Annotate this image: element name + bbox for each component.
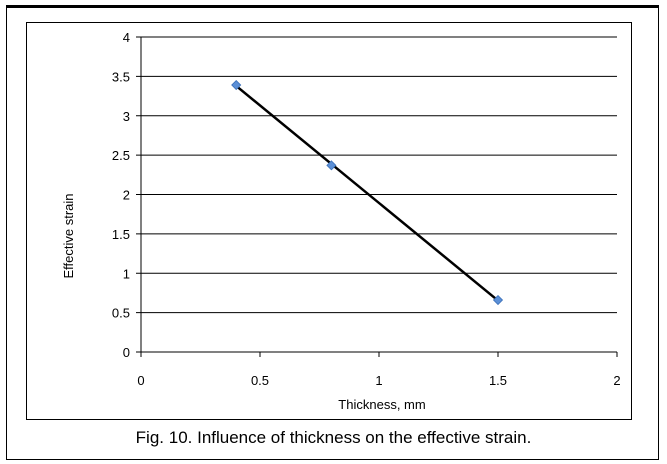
x-tick-label: 2 xyxy=(613,373,620,388)
y-tick-label: 3 xyxy=(123,109,130,124)
data-point xyxy=(492,294,504,306)
y-tick-label: 0.5 xyxy=(112,306,130,321)
y-tick-label: 0 xyxy=(123,345,130,360)
series-group xyxy=(231,79,504,306)
data-point xyxy=(326,160,337,171)
y-axis-label: Effective strain xyxy=(61,193,76,278)
y-tick-label: 2 xyxy=(123,188,130,203)
y-tick-label: 1 xyxy=(123,266,130,281)
x-axis-label: Thickness, mm xyxy=(338,397,425,412)
data-point xyxy=(231,79,242,91)
x-tick-label: 0 xyxy=(137,373,144,388)
y-tick-label: 3.5 xyxy=(112,69,130,84)
ticks: 0 0.5 1 1.5 2 2.5 3 3.5 4 0 0.5 1 1.5 2 xyxy=(112,30,621,388)
y-tick-label: 4 xyxy=(123,30,130,45)
x-tick-label: 1 xyxy=(375,373,382,388)
x-tick-label: 0.5 xyxy=(251,373,269,388)
figure-caption: Fig. 10. Influence of thickness on the e… xyxy=(135,428,532,447)
trend-line xyxy=(235,84,499,302)
x-tick-label: 1.5 xyxy=(489,373,507,388)
figure-frame xyxy=(6,5,659,460)
gridlines xyxy=(141,36,617,314)
chart-area xyxy=(26,22,632,420)
y-tick-label: 1.5 xyxy=(112,227,130,242)
y-tick-label: 2.5 xyxy=(112,148,130,163)
